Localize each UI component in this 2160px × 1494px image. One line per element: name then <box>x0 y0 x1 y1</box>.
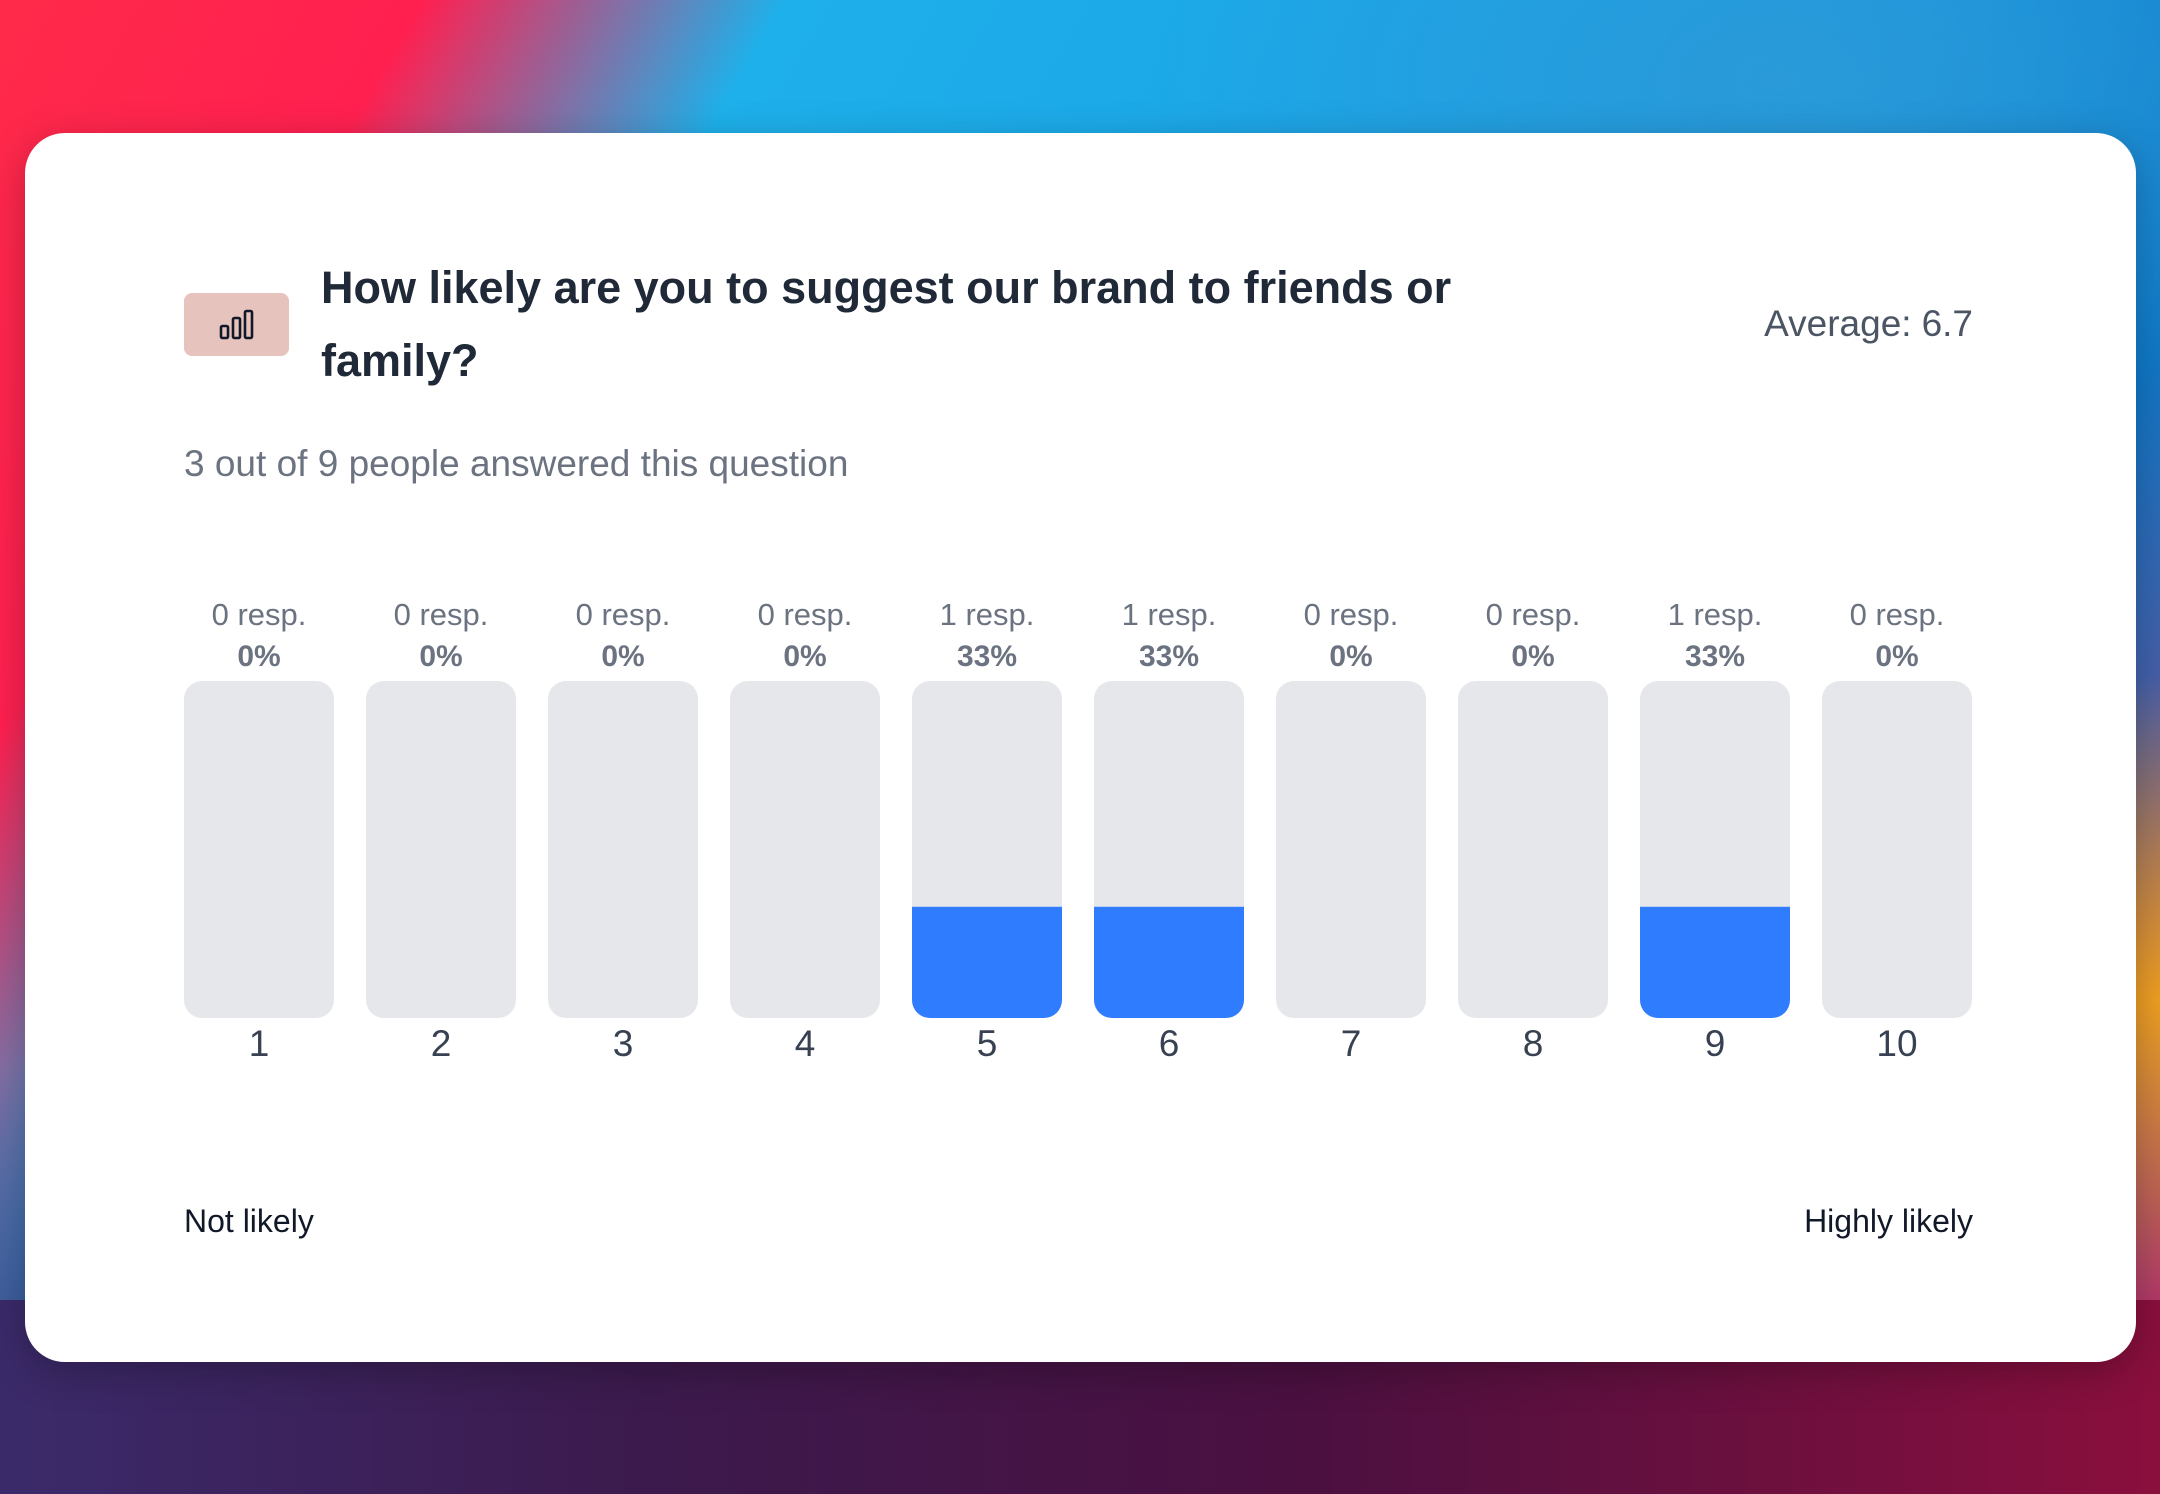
bar-track <box>1276 681 1426 1018</box>
bar-track <box>366 681 516 1018</box>
rating-category-label: 6 <box>1159 1023 1180 1063</box>
scale-low-label: Not likely <box>184 1203 314 1239</box>
bar-track <box>1458 681 1608 1018</box>
rating-category-label: 9 <box>1705 1023 1726 1063</box>
bar-percent-label: 0% <box>1875 640 1918 673</box>
bar-track <box>730 681 880 1018</box>
bar-percent-label: 0% <box>783 640 826 673</box>
bar-track <box>1822 681 1972 1018</box>
bar-percent-label: 0% <box>237 640 280 673</box>
rating-category-label: 5 <box>977 1023 998 1063</box>
rating-distribution-chart: 0 resp. 0% 1 0 resp. 0% 2 0 resp. 0% 3 0 resp. 0% 4… <box>184 603 1972 1063</box>
rating-category-label: 3 <box>613 1023 634 1063</box>
bar-chart-icon <box>219 309 253 339</box>
rating-category-label: 1 <box>249 1023 270 1063</box>
bar-percent-label: 33% <box>1139 640 1199 673</box>
average-value: 6.7 <box>1921 303 1973 344</box>
bar-response-count-label: 0 resp. <box>1850 603 1945 632</box>
bar-percent-label: 33% <box>1685 640 1745 673</box>
rating-category-label: 10 <box>1876 1023 1917 1063</box>
bar-percent-label: 0% <box>601 640 644 673</box>
rating-category-label: 2 <box>431 1023 452 1063</box>
bar-fill <box>1094 906 1244 1018</box>
rating-category-label: 8 <box>1523 1023 1544 1063</box>
bar-track <box>548 681 698 1018</box>
bar-response-count-label: 1 resp. <box>1122 603 1217 632</box>
bar-response-count-label: 0 resp. <box>758 603 853 632</box>
bar-response-count-label: 0 resp. <box>1304 603 1399 632</box>
bar-response-count-label: 0 resp. <box>576 603 671 632</box>
rating-category-label: 4 <box>795 1023 816 1063</box>
bar-percent-label: 0% <box>1511 640 1554 673</box>
bar-response-count-label: 0 resp. <box>394 603 489 632</box>
bar-percent-label: 0% <box>1329 640 1372 673</box>
question-title: How likely are you to suggest our brand … <box>321 262 1452 386</box>
answered-count-text: 3 out of 9 people answered this question <box>184 443 849 484</box>
bar-response-count-label: 1 resp. <box>940 603 1035 632</box>
bar-response-count-label: 0 resp. <box>212 603 307 632</box>
average-label: Average: <box>1764 303 1912 344</box>
bar-percent-label: 33% <box>957 640 1017 673</box>
bar-response-count-label: 0 resp. <box>1486 603 1581 632</box>
bar-percent-label: 0% <box>419 640 462 673</box>
question-results-card: How likely are you to suggest our brand … <box>25 133 2136 1362</box>
rating-category-label: 7 <box>1341 1023 1362 1063</box>
bar-track <box>184 681 334 1018</box>
bar-response-count-label: 1 resp. <box>1668 603 1763 632</box>
scale-high-label: Highly likely <box>1804 1203 1973 1239</box>
bar-fill <box>912 906 1062 1018</box>
question-type-badge <box>184 293 289 356</box>
average-score: Average: 6.7 <box>1764 303 1973 345</box>
bar-fill <box>1640 906 1790 1018</box>
